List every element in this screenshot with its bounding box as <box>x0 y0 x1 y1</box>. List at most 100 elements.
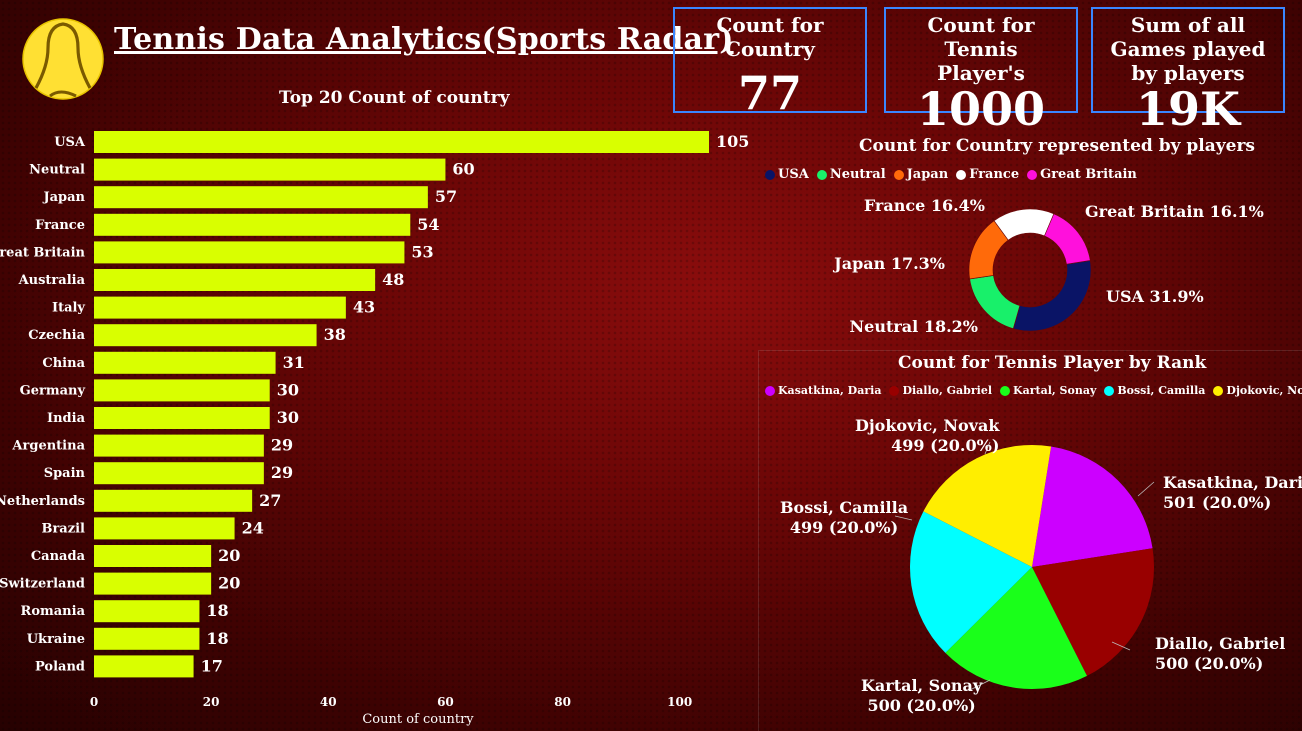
bar-value-label: 27 <box>259 491 281 510</box>
bar <box>94 158 446 181</box>
legend-label: Great Britain <box>1040 167 1137 182</box>
legend-dot-icon <box>816 169 827 180</box>
bar-value-label: 105 <box>716 132 749 151</box>
pie-chart <box>894 441 1155 691</box>
legend-item[interactable]: USA <box>765 167 809 182</box>
kpi-label: Count for Tennis Player's <box>927 13 1035 85</box>
category-label: Switzerland <box>0 577 85 592</box>
bar-value-label: 53 <box>411 242 433 261</box>
bar-value-label: 24 <box>242 518 264 537</box>
legend-item[interactable]: France <box>956 167 1019 182</box>
donut-chart: USA 31.9% Neutral 18.2% Japan 17.3% France … <box>832 196 1264 336</box>
pie-label-name: Diallo, Gabriel <box>1155 634 1286 653</box>
pie-slice-label: Kartal, Sonay 500 (20.0%) <box>861 676 982 716</box>
pie-leader-line <box>984 441 991 455</box>
pie-slice[interactable] <box>910 511 1032 653</box>
legend-item[interactable]: Neutral <box>816 167 886 182</box>
legend-item[interactable]: Kartal, Sonay <box>1000 384 1096 397</box>
x-axis-label: Count of country <box>362 712 474 727</box>
bar <box>94 186 428 209</box>
legend-label: Djokovic, Novak <box>1226 384 1302 397</box>
category-label: Australia <box>18 273 86 288</box>
category-label: Ukraine <box>27 632 85 647</box>
bar <box>94 324 317 347</box>
pie-label-value: 500 (20.0%) <box>1155 654 1264 673</box>
legend-label: Bossi, Camilla <box>1117 384 1206 397</box>
pie-leader-line <box>1111 641 1131 651</box>
x-tick-label: 100 <box>667 695 692 709</box>
bar <box>94 655 194 678</box>
pie-slice-label: Bossi, Camilla 499 (20.0%) <box>780 498 908 538</box>
bar <box>94 434 264 457</box>
bar <box>94 572 212 595</box>
bar-value-label: 30 <box>277 380 299 399</box>
donut-slice-label: Neutral 18.2% <box>850 317 978 336</box>
category-label: Brazil <box>41 521 85 536</box>
legend-item[interactable]: Bossi, Camilla <box>1104 384 1205 397</box>
bar <box>94 351 276 374</box>
donut-slice[interactable] <box>1044 213 1091 265</box>
legend-dot-icon <box>1213 385 1224 396</box>
bar-value-label: 48 <box>382 270 404 289</box>
tennis-ball-icon <box>22 18 104 100</box>
category-label: Netherlands <box>0 494 85 509</box>
kpi-card-player-count: Count for Tennis Player's 1000 <box>884 7 1078 133</box>
pie-label-value: 499 (20.0%) <box>891 436 1000 455</box>
pie-slice[interactable] <box>945 567 1088 689</box>
legend-label: Kasatkina, Daria <box>778 384 882 397</box>
bar-value-label: 29 <box>271 463 293 482</box>
donut-slice[interactable] <box>1012 260 1092 332</box>
legend-item[interactable]: Diallo, Gabriel <box>889 384 992 397</box>
legend-item[interactable]: Japan <box>893 167 949 182</box>
category-label: Romania <box>21 604 86 619</box>
bar-value-label: 31 <box>283 353 305 372</box>
legend-item[interactable]: Great Britain <box>1027 167 1137 182</box>
legend-dot-icon <box>1027 169 1038 180</box>
donut-slice-label: USA 31.9% <box>1106 287 1204 306</box>
pie-label-name: Kartal, Sonay <box>861 676 983 695</box>
legend-dot-icon <box>893 169 904 180</box>
category-label: Germany <box>20 383 86 398</box>
x-tick-label: 40 <box>320 695 337 709</box>
bar <box>94 545 212 567</box>
pie-label-value: 499 (20.0%) <box>789 518 899 537</box>
legend-label: Japan <box>906 167 949 182</box>
bar-value-label: 17 <box>201 656 223 675</box>
category-label: Canada <box>31 549 86 564</box>
bar-value-label: 43 <box>353 298 375 317</box>
bar-value-label: 20 <box>218 546 240 565</box>
legend-label: Neutral <box>829 167 886 182</box>
legend-label: France <box>969 167 1020 182</box>
category-label: Italy <box>52 301 85 316</box>
bar <box>94 517 235 540</box>
bar <box>94 489 253 512</box>
bar <box>94 407 270 429</box>
x-tick-label: 60 <box>437 695 454 709</box>
category-label: Spain <box>44 466 86 481</box>
pie-slice[interactable] <box>1032 548 1154 676</box>
bar-value-label: 38 <box>324 325 346 344</box>
pie-label-name: Djokovic, Novak <box>855 416 1000 435</box>
bar-chart-title: Top 20 Count of country <box>279 88 510 108</box>
legend-item[interactable]: Djokovic, Novak <box>1213 384 1302 397</box>
legend-dot-icon <box>889 385 900 396</box>
legend-label: Kartal, Sonay <box>1013 384 1097 397</box>
bar <box>94 241 405 264</box>
kpi-value: 1000 <box>916 82 1046 136</box>
kpi-card-games-sum: Sum of all Games played by players 19K <box>1091 7 1285 133</box>
category-label: Poland <box>35 659 85 674</box>
pie-slice[interactable] <box>923 445 1052 567</box>
legend-item[interactable]: Kasatkina, Daria <box>765 384 881 397</box>
kpi-value: 19K <box>1136 82 1240 136</box>
donut-legend: USA Neutral Japan France Great Britain <box>765 167 1145 182</box>
pie-leader-line <box>969 679 991 691</box>
bar-value-label: 18 <box>206 601 228 620</box>
kpi-label: Count for Country <box>716 13 824 61</box>
x-tick-label: 20 <box>203 695 220 709</box>
pie-slice[interactable] <box>1032 446 1153 567</box>
legend-label: Diallo, Gabriel <box>902 384 993 397</box>
legend-dot-icon <box>1000 385 1011 396</box>
category-label: Great Britain <box>0 245 86 260</box>
category-label: Japan <box>42 190 85 205</box>
category-label: China <box>42 356 85 371</box>
